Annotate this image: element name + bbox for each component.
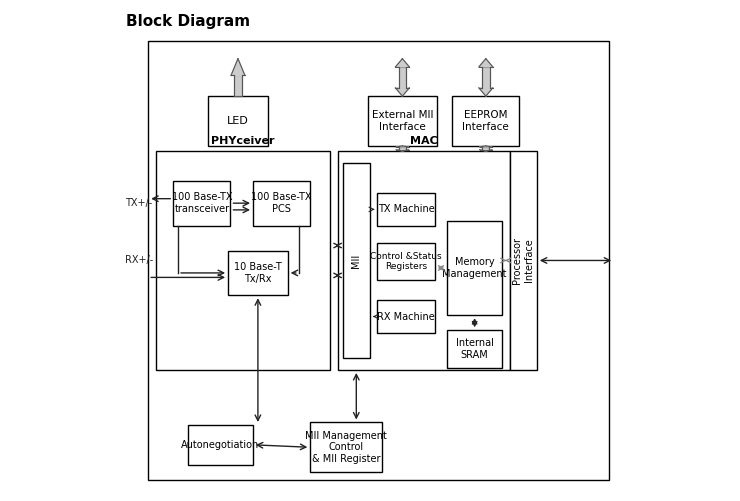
FancyBboxPatch shape [447, 330, 502, 368]
Text: RX Machine: RX Machine [377, 312, 435, 322]
Text: 100 Base-TX
PCS: 100 Base-TX PCS [252, 192, 312, 214]
Text: 100 Base-TX
transceiver: 100 Base-TX transceiver [172, 192, 232, 214]
FancyBboxPatch shape [510, 151, 537, 370]
FancyBboxPatch shape [337, 151, 510, 370]
FancyBboxPatch shape [482, 147, 489, 150]
Polygon shape [396, 146, 408, 147]
Text: PHYceiver: PHYceiver [211, 136, 275, 146]
Polygon shape [479, 88, 493, 96]
Text: MII Management
Control
& MII Register: MII Management Control & MII Register [306, 431, 387, 464]
Text: LED: LED [227, 116, 249, 126]
Polygon shape [395, 88, 409, 96]
FancyBboxPatch shape [234, 76, 242, 96]
Text: Memory
Management: Memory Management [443, 257, 507, 279]
FancyBboxPatch shape [377, 300, 435, 333]
FancyBboxPatch shape [148, 41, 609, 479]
FancyBboxPatch shape [368, 96, 437, 146]
Text: Processor
Interface: Processor Interface [512, 237, 534, 284]
Text: TX Machine: TX Machine [377, 204, 434, 214]
Polygon shape [231, 59, 245, 76]
FancyBboxPatch shape [208, 96, 268, 146]
Text: 10 Base-T
Tx/Rx: 10 Base-T Tx/Rx [234, 262, 282, 284]
Text: TX+/-: TX+/- [125, 198, 152, 208]
Text: MII: MII [352, 254, 361, 268]
Polygon shape [480, 146, 492, 147]
Text: RX+/-: RX+/- [125, 256, 153, 266]
FancyBboxPatch shape [228, 250, 288, 296]
Polygon shape [479, 59, 493, 67]
Text: EEPROM
Interface: EEPROM Interface [462, 110, 509, 132]
FancyBboxPatch shape [452, 96, 519, 146]
Text: MAC: MAC [410, 136, 437, 146]
FancyBboxPatch shape [377, 243, 435, 281]
Text: Internal
SRAM: Internal SRAM [456, 338, 494, 360]
Text: External MII
Interface: External MII Interface [371, 110, 433, 132]
FancyBboxPatch shape [188, 425, 253, 465]
FancyBboxPatch shape [310, 422, 383, 472]
Text: Autonegotiation: Autonegotiation [181, 440, 260, 450]
FancyBboxPatch shape [377, 193, 435, 225]
Polygon shape [480, 150, 492, 151]
Polygon shape [396, 150, 408, 151]
FancyBboxPatch shape [155, 151, 330, 370]
FancyBboxPatch shape [447, 220, 502, 315]
FancyBboxPatch shape [173, 181, 230, 225]
FancyBboxPatch shape [399, 147, 406, 150]
Text: Block Diagram: Block Diagram [126, 14, 250, 29]
FancyBboxPatch shape [253, 181, 310, 225]
FancyBboxPatch shape [399, 67, 406, 88]
Polygon shape [395, 59, 409, 67]
FancyBboxPatch shape [482, 67, 490, 88]
FancyBboxPatch shape [343, 163, 370, 358]
Text: Control &Status
Registers: Control &Status Registers [370, 252, 442, 272]
